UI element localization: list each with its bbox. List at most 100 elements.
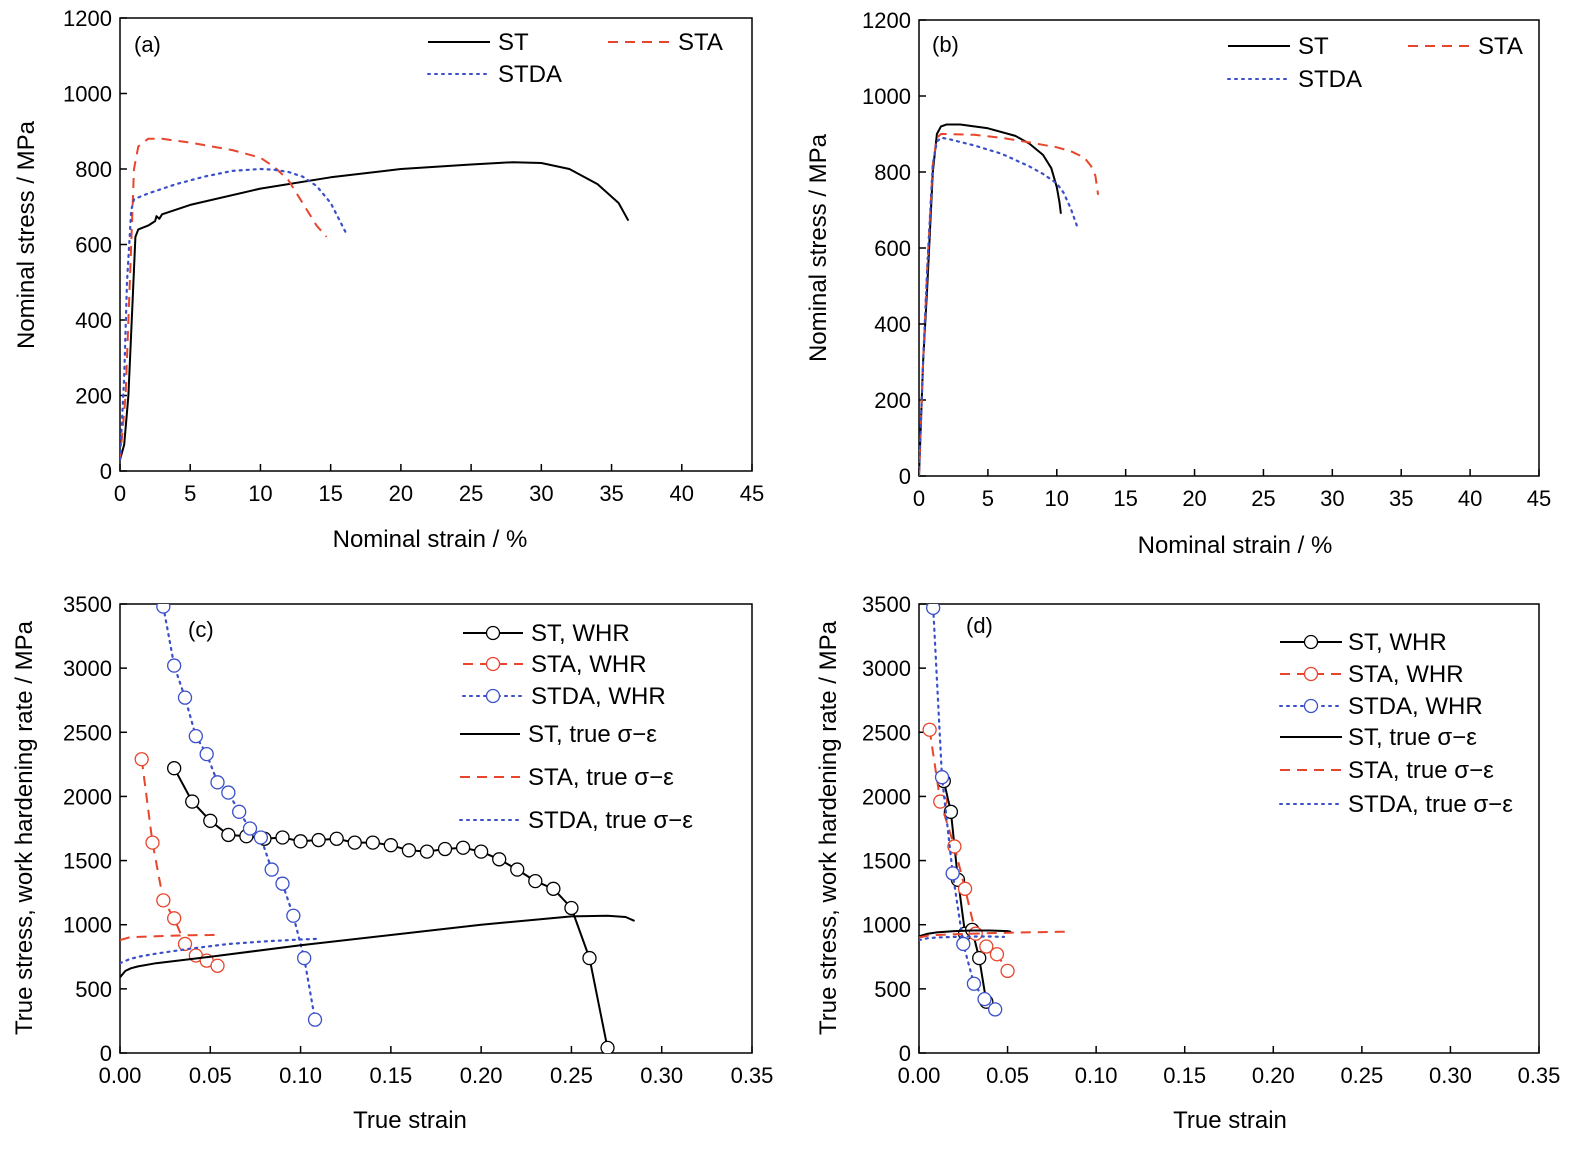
data-point — [253, 830, 268, 845]
data-point — [934, 770, 950, 785]
series-group — [919, 604, 1066, 1017]
y-axis-label: True stress, work hardening rate / MPa — [11, 620, 38, 1035]
x-tick-label: 0.35 — [1518, 1063, 1561, 1088]
data-point — [275, 830, 290, 845]
y-tick-label: 2500 — [862, 720, 911, 745]
y-tick-label: 1000 — [63, 82, 112, 107]
x-tick-label: 45 — [1527, 486, 1551, 511]
y-tick-label: 2000 — [63, 784, 112, 809]
x-tick-label: 15 — [318, 481, 342, 506]
data-point — [1000, 963, 1015, 979]
y-tick-label: 200 — [874, 388, 911, 413]
x-tick-label: 20 — [1182, 486, 1206, 511]
y-tick-label: 200 — [75, 384, 112, 409]
y-tick-label: 1000 — [862, 84, 911, 109]
x-tick-label: 10 — [248, 481, 272, 506]
legend: ST STA STDA — [1227, 33, 1523, 93]
data-point — [177, 936, 193, 952]
legend: ST STA STDA — [427, 29, 723, 88]
data-point — [966, 976, 982, 991]
x-tick-label: 0.30 — [1429, 1063, 1472, 1088]
data-point — [156, 604, 171, 614]
chart-panel-d: 0.00 0.05 0.10 0.15 0.20 0.25 0.30 0.35 0 500 1000… — [815, 592, 1560, 1134]
data-point — [167, 658, 182, 673]
series-line-st — [120, 161, 630, 460]
y-tick-label: 3500 — [63, 592, 112, 617]
legend-label: ST, true σ−ε — [528, 721, 657, 748]
legend-label: ST — [1298, 33, 1329, 60]
data-point — [401, 843, 417, 858]
y-tick-label: 1500 — [63, 849, 112, 874]
data-point — [221, 827, 236, 843]
data-point — [564, 900, 579, 916]
plot-frame — [119, 603, 753, 1054]
y-tick-label: 0 — [899, 464, 911, 489]
data-point — [203, 813, 218, 828]
chart-panel-a: 0 5 10 15 20 25 30 35 40 45 0 200 400 600 800 1000 1200 N… — [13, 6, 764, 553]
data-point — [947, 839, 962, 854]
data-point — [210, 958, 225, 973]
x-tick-label: 40 — [1458, 486, 1482, 511]
data-point — [957, 881, 973, 896]
legend-marker — [1303, 634, 1319, 650]
x-tick-label: 0.25 — [1340, 1063, 1383, 1088]
data-point — [242, 821, 258, 836]
data-point — [956, 936, 971, 952]
data-point — [600, 1040, 615, 1053]
data-point — [582, 950, 597, 966]
x-tick-label: 0.20 — [460, 1063, 503, 1088]
y-tick-label: 600 — [75, 233, 112, 258]
y-tick-label: 3500 — [862, 592, 911, 617]
x-tick-label: 0.30 — [640, 1063, 683, 1088]
y-tick-label: 600 — [874, 236, 911, 261]
legend-label: STA, WHR — [1348, 661, 1464, 688]
x-tick-label: 0.25 — [550, 1063, 593, 1088]
y-tick-label: 1200 — [862, 8, 911, 33]
series-line-stda — [919, 136, 1079, 476]
x-tick-label: 5 — [184, 481, 196, 506]
y-tick-label: 400 — [75, 308, 112, 333]
plot-frame — [918, 603, 1540, 1054]
y-tick-label: 2000 — [862, 784, 911, 809]
series-group — [120, 137, 630, 461]
y-tick-label: 1000 — [862, 913, 911, 938]
x-tick-label: 45 — [740, 481, 764, 506]
x-axis-label: True strain — [1173, 1107, 1287, 1134]
data-point — [979, 939, 994, 954]
chart-panel-c: 0.00 0.05 0.10 0.15 0.20 0.25 0.30 0.35 0 500 1000… — [11, 592, 773, 1134]
x-tick-label: 40 — [670, 481, 694, 506]
panel-label: (c) — [188, 617, 214, 642]
data-point — [977, 991, 992, 1007]
data-point — [455, 840, 471, 855]
data-point — [926, 604, 941, 615]
y-tick-label: 1200 — [63, 6, 112, 31]
x-tick-label: 0.05 — [986, 1063, 1029, 1088]
x-tick-label: 0.10 — [1075, 1063, 1118, 1088]
y-tick-label: 0 — [899, 1041, 911, 1066]
series-line-sta-true- — [120, 933, 220, 942]
x-tick-label: 30 — [529, 481, 553, 506]
y-tick-label: 2500 — [63, 720, 112, 745]
x-tick-label: 35 — [1389, 486, 1413, 511]
series-line-sta — [919, 133, 1100, 476]
x-tick-label: 20 — [389, 481, 413, 506]
legend-label: STDA — [1298, 66, 1362, 93]
panel-label: (d) — [966, 613, 993, 638]
data-point — [988, 1002, 1003, 1017]
data-point — [492, 852, 507, 867]
data-point — [286, 908, 301, 923]
legend-label: STDA, true σ−ε — [1348, 791, 1513, 818]
y-tick-label: 0 — [100, 1041, 112, 1066]
y-tick-label: 800 — [75, 157, 112, 182]
x-tick-label: 0.05 — [189, 1063, 232, 1088]
legend-label: STA, true σ−ε — [528, 764, 674, 791]
series-group — [120, 604, 635, 1053]
legend-label: ST — [498, 29, 529, 56]
legend-label: ST, WHR — [531, 620, 630, 647]
y-axis-label: Nominal stress / MPa — [13, 120, 40, 349]
x-tick-label: 0.15 — [1163, 1063, 1206, 1088]
data-point — [419, 844, 435, 859]
x-tick-label: 30 — [1320, 486, 1344, 511]
x-tick-label: 0 — [913, 486, 925, 511]
data-point — [232, 804, 247, 819]
